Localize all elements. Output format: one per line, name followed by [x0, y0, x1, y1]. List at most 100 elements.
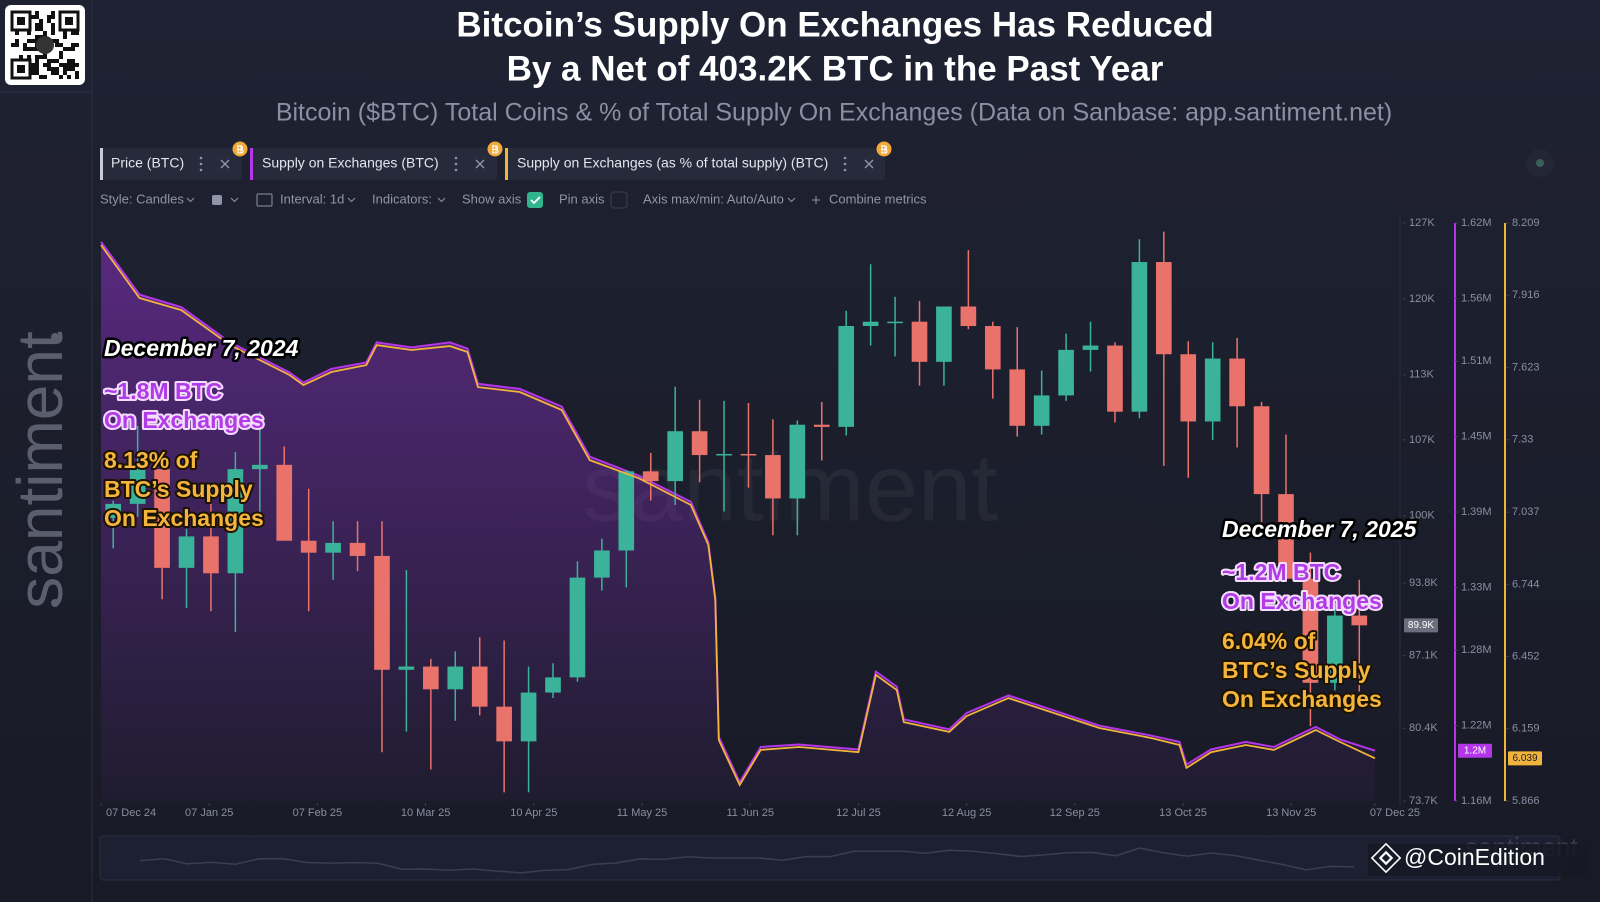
- qr-cell: [75, 75, 79, 79]
- qr-cell: [15, 43, 19, 47]
- annotation-coins: On Exchanges: [1222, 588, 1382, 614]
- y-tick-label: 73.7K: [1409, 795, 1438, 807]
- qr-cell: [51, 15, 55, 19]
- x-tick-label: 12 Jul 25: [836, 807, 881, 819]
- bitcoin-glyph: [881, 145, 888, 154]
- candle-body: [447, 666, 464, 690]
- qr-cell: [59, 63, 63, 67]
- qr-cell: [27, 31, 31, 35]
- qr-cell: [27, 39, 31, 43]
- qr-cell: [55, 43, 59, 47]
- qr-cell: [51, 67, 55, 71]
- qr-cell: [23, 43, 27, 47]
- y-tick-label: 1.28M: [1461, 644, 1492, 656]
- candle-body: [667, 431, 683, 482]
- watermark-dot: [51, 333, 59, 341]
- x-tick-label: 07 Dec 24: [106, 807, 156, 819]
- qr-finder-core: [17, 65, 25, 73]
- qr-cell: [63, 47, 67, 51]
- tab[interactable]: Supply on Exchanges (BTC): [250, 141, 503, 181]
- color-swatch[interactable]: [212, 195, 222, 205]
- x-tick-label: 07 Feb 25: [293, 807, 343, 819]
- navigator-line: [139, 847, 1354, 874]
- metric-tabs: Price (BTC) Supply on Exchanges (BTC) Su…: [100, 141, 1554, 181]
- qr-cell: [19, 55, 23, 59]
- tab-menu-icon[interactable]: [843, 156, 847, 172]
- candle-body: [716, 453, 732, 456]
- qr-cell: [47, 15, 51, 19]
- y-tick-label: 8.209: [1512, 217, 1540, 229]
- x-tick-label: 11 May 25: [617, 807, 668, 819]
- annotation-date: December 7, 2025: [1222, 516, 1418, 542]
- x-tick-label: 07 Dec 25: [1370, 807, 1420, 819]
- candle-body: [154, 469, 170, 568]
- supply-tag: 1.2M: [1464, 745, 1486, 756]
- title-line: By a Net of 403.2K BTC in the Past Year: [507, 49, 1164, 88]
- combine-metrics[interactable]: Combine metrics: [829, 191, 927, 206]
- candle-body: [1131, 262, 1148, 412]
- price-tag-background: [1404, 618, 1438, 633]
- navigator[interactable]: [99, 835, 1561, 881]
- candle-body: [545, 677, 561, 693]
- candle-body: [251, 464, 268, 470]
- tab-color-bar: [250, 148, 253, 180]
- candle-body: [911, 321, 928, 362]
- qr-cell: [71, 31, 75, 35]
- tab[interactable]: Supply on Exchanges (as % of total suppl…: [505, 141, 892, 181]
- annotation-date: December 7, 2024: [104, 335, 299, 361]
- chevron: [347, 197, 356, 203]
- plot-area: [100, 231, 1376, 802]
- tab-close-icon[interactable]: [864, 159, 874, 169]
- checkmark: [530, 196, 541, 205]
- y-tick-label: 1.51M: [1461, 355, 1492, 367]
- qr-cell: [71, 67, 75, 71]
- y-tick-label: 1.22M: [1461, 720, 1492, 732]
- toolbar: Style: Candles Interval: 1d Indicators: …: [100, 191, 927, 209]
- show-axis-checkbox[interactable]: [527, 192, 543, 208]
- qr-cell: [59, 75, 63, 79]
- x-tick-label: 12 Sep 25: [1050, 807, 1100, 819]
- candle-body: [471, 666, 488, 707]
- qr-cell: [47, 19, 51, 23]
- qr-cell: [63, 67, 67, 71]
- candle-body: [838, 326, 855, 427]
- credit-logo: [1370, 842, 1402, 874]
- qr-cell: [71, 43, 75, 47]
- qr-cell: [75, 63, 79, 67]
- qr-cell: [51, 23, 55, 27]
- candle-body: [300, 540, 317, 553]
- bitcoin-glyph: [492, 145, 499, 154]
- candle-body: [1229, 358, 1245, 407]
- candle-body: [984, 326, 1001, 370]
- candle-body: [398, 666, 415, 670]
- y-tick-label: 7.33: [1512, 434, 1533, 446]
- qr-cell: [51, 71, 55, 75]
- tab-menu-icon[interactable]: [199, 156, 203, 172]
- qr-cell: [63, 35, 67, 39]
- indicators-select[interactable]: Indicators:: [372, 191, 432, 206]
- interval-select[interactable]: Interval: 1d: [280, 191, 344, 206]
- tab[interactable]: Price (BTC): [100, 141, 248, 181]
- tab-close-icon[interactable]: [475, 159, 485, 169]
- qr-cell: [35, 71, 39, 75]
- axis-range-select[interactable]: Axis max/min: Auto/Auto: [643, 191, 784, 206]
- tab-menu-icon[interactable]: [454, 156, 458, 172]
- tab-background: [250, 148, 497, 180]
- interval-icon: [256, 193, 273, 207]
- y-tick-label: 1.62M: [1461, 217, 1492, 229]
- pin-axis-checkbox[interactable]: [610, 191, 628, 209]
- title-line: Bitcoin’s Supply On Exchanges Has Reduce…: [456, 5, 1213, 44]
- qr-cell: [67, 47, 71, 51]
- y-tick-label: 100K: [1409, 510, 1435, 522]
- candle-body: [1082, 345, 1099, 350]
- x-tick-label: 13 Nov 25: [1266, 807, 1316, 819]
- area-line: [100, 241, 1376, 785]
- line: [100, 244, 1376, 787]
- style-select[interactable]: Style: Candles: [100, 191, 184, 206]
- credit: @CoinEdition: [1368, 842, 1588, 876]
- x-tick-label: 07 Jan 25: [185, 807, 233, 819]
- qr-cell: [43, 31, 47, 35]
- candle-body: [374, 555, 390, 670]
- tab-close-icon[interactable]: [220, 159, 230, 169]
- candle-body: [1156, 262, 1172, 355]
